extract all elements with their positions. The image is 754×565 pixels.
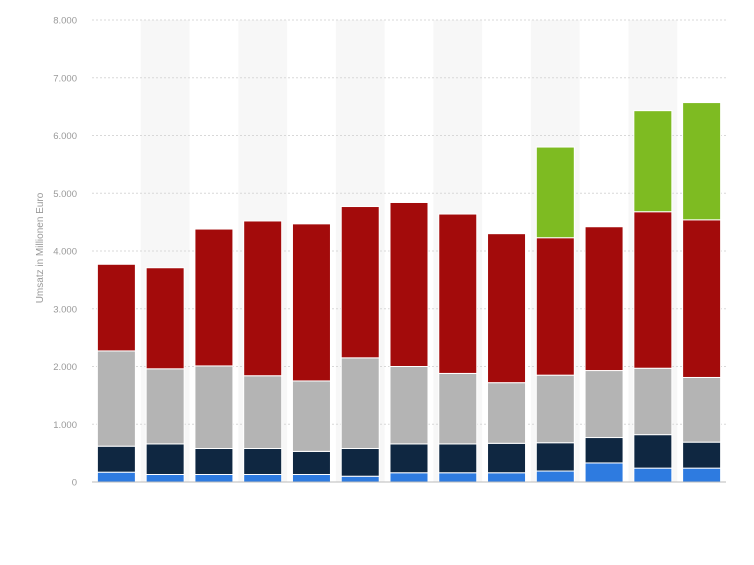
bar-segment [682, 376, 722, 443]
bar-segment [389, 366, 429, 445]
y-tick-label: 8.000 [53, 16, 77, 27]
bar-segment [633, 467, 673, 483]
y-tick-label: 3.000 [53, 304, 77, 315]
y-tick-label: 6.000 [53, 131, 77, 142]
bar-segment [96, 350, 136, 447]
bar-segment [243, 375, 283, 450]
bar-segment [243, 220, 283, 377]
bar-segment [682, 467, 722, 483]
bar-segment [389, 201, 429, 367]
bar-segment [291, 223, 331, 382]
bar-segment [584, 437, 624, 464]
bar-segment [682, 441, 722, 469]
bar-segment [487, 442, 527, 474]
bar-segment [145, 443, 185, 475]
bar-segment [633, 110, 673, 213]
bar-segment [243, 448, 283, 475]
bar-segment [291, 450, 331, 475]
bar-segment [682, 219, 722, 378]
bar-segment [96, 471, 136, 483]
bar-segment [438, 372, 478, 445]
bar-segment [535, 237, 575, 376]
bar-segment [194, 365, 234, 450]
bar-segment [340, 448, 380, 477]
y-axis-label: Umsatz in Millionen Euro [35, 192, 46, 303]
bar-segment [340, 206, 380, 359]
y-tick-label: 0 [72, 478, 77, 489]
bar-segment [487, 472, 527, 483]
bar-segment [389, 443, 429, 474]
bar-segment [535, 374, 575, 444]
bar-segment [389, 472, 429, 483]
bar-segment [145, 267, 185, 370]
bar-segment [194, 473, 234, 483]
bar-segment [584, 462, 624, 483]
bar-segment [243, 473, 283, 483]
bar-segment [194, 448, 234, 475]
y-tick-label: 4.000 [53, 247, 77, 258]
bar-segment [438, 213, 478, 374]
bar-segment [194, 228, 234, 367]
bar-segment [340, 357, 380, 450]
bar-segment [633, 211, 673, 369]
bar-segment [145, 368, 185, 445]
bar-segment [535, 442, 575, 472]
y-tick-label: 5.000 [53, 189, 77, 200]
bar-segment [633, 367, 673, 436]
bar-segment [535, 146, 575, 239]
bar-segment [584, 370, 624, 439]
bar-segment [584, 226, 624, 372]
bar-segment [145, 473, 185, 483]
y-tick-label: 1.000 [53, 420, 77, 431]
bar-segment [340, 475, 380, 483]
bar-segment [96, 263, 136, 352]
bar-segment [438, 443, 478, 474]
bar-segment [535, 470, 575, 483]
y-tick-label: 2.000 [53, 362, 77, 373]
bar-segment [96, 445, 136, 473]
bar-segment [291, 473, 331, 483]
bar-segment [487, 382, 527, 444]
bar-segment [487, 233, 527, 384]
bar-segment [438, 472, 478, 483]
y-axis-ticks: 0 1.000 2.000 3.000 4.000 5.000 6.000 7.000 8.00… [53, 16, 77, 489]
bar-segment [682, 102, 722, 221]
y-tick-label: 7.000 [53, 73, 77, 84]
bars [92, 102, 726, 483]
bar-segment [633, 434, 673, 469]
bar-segment [291, 380, 331, 452]
